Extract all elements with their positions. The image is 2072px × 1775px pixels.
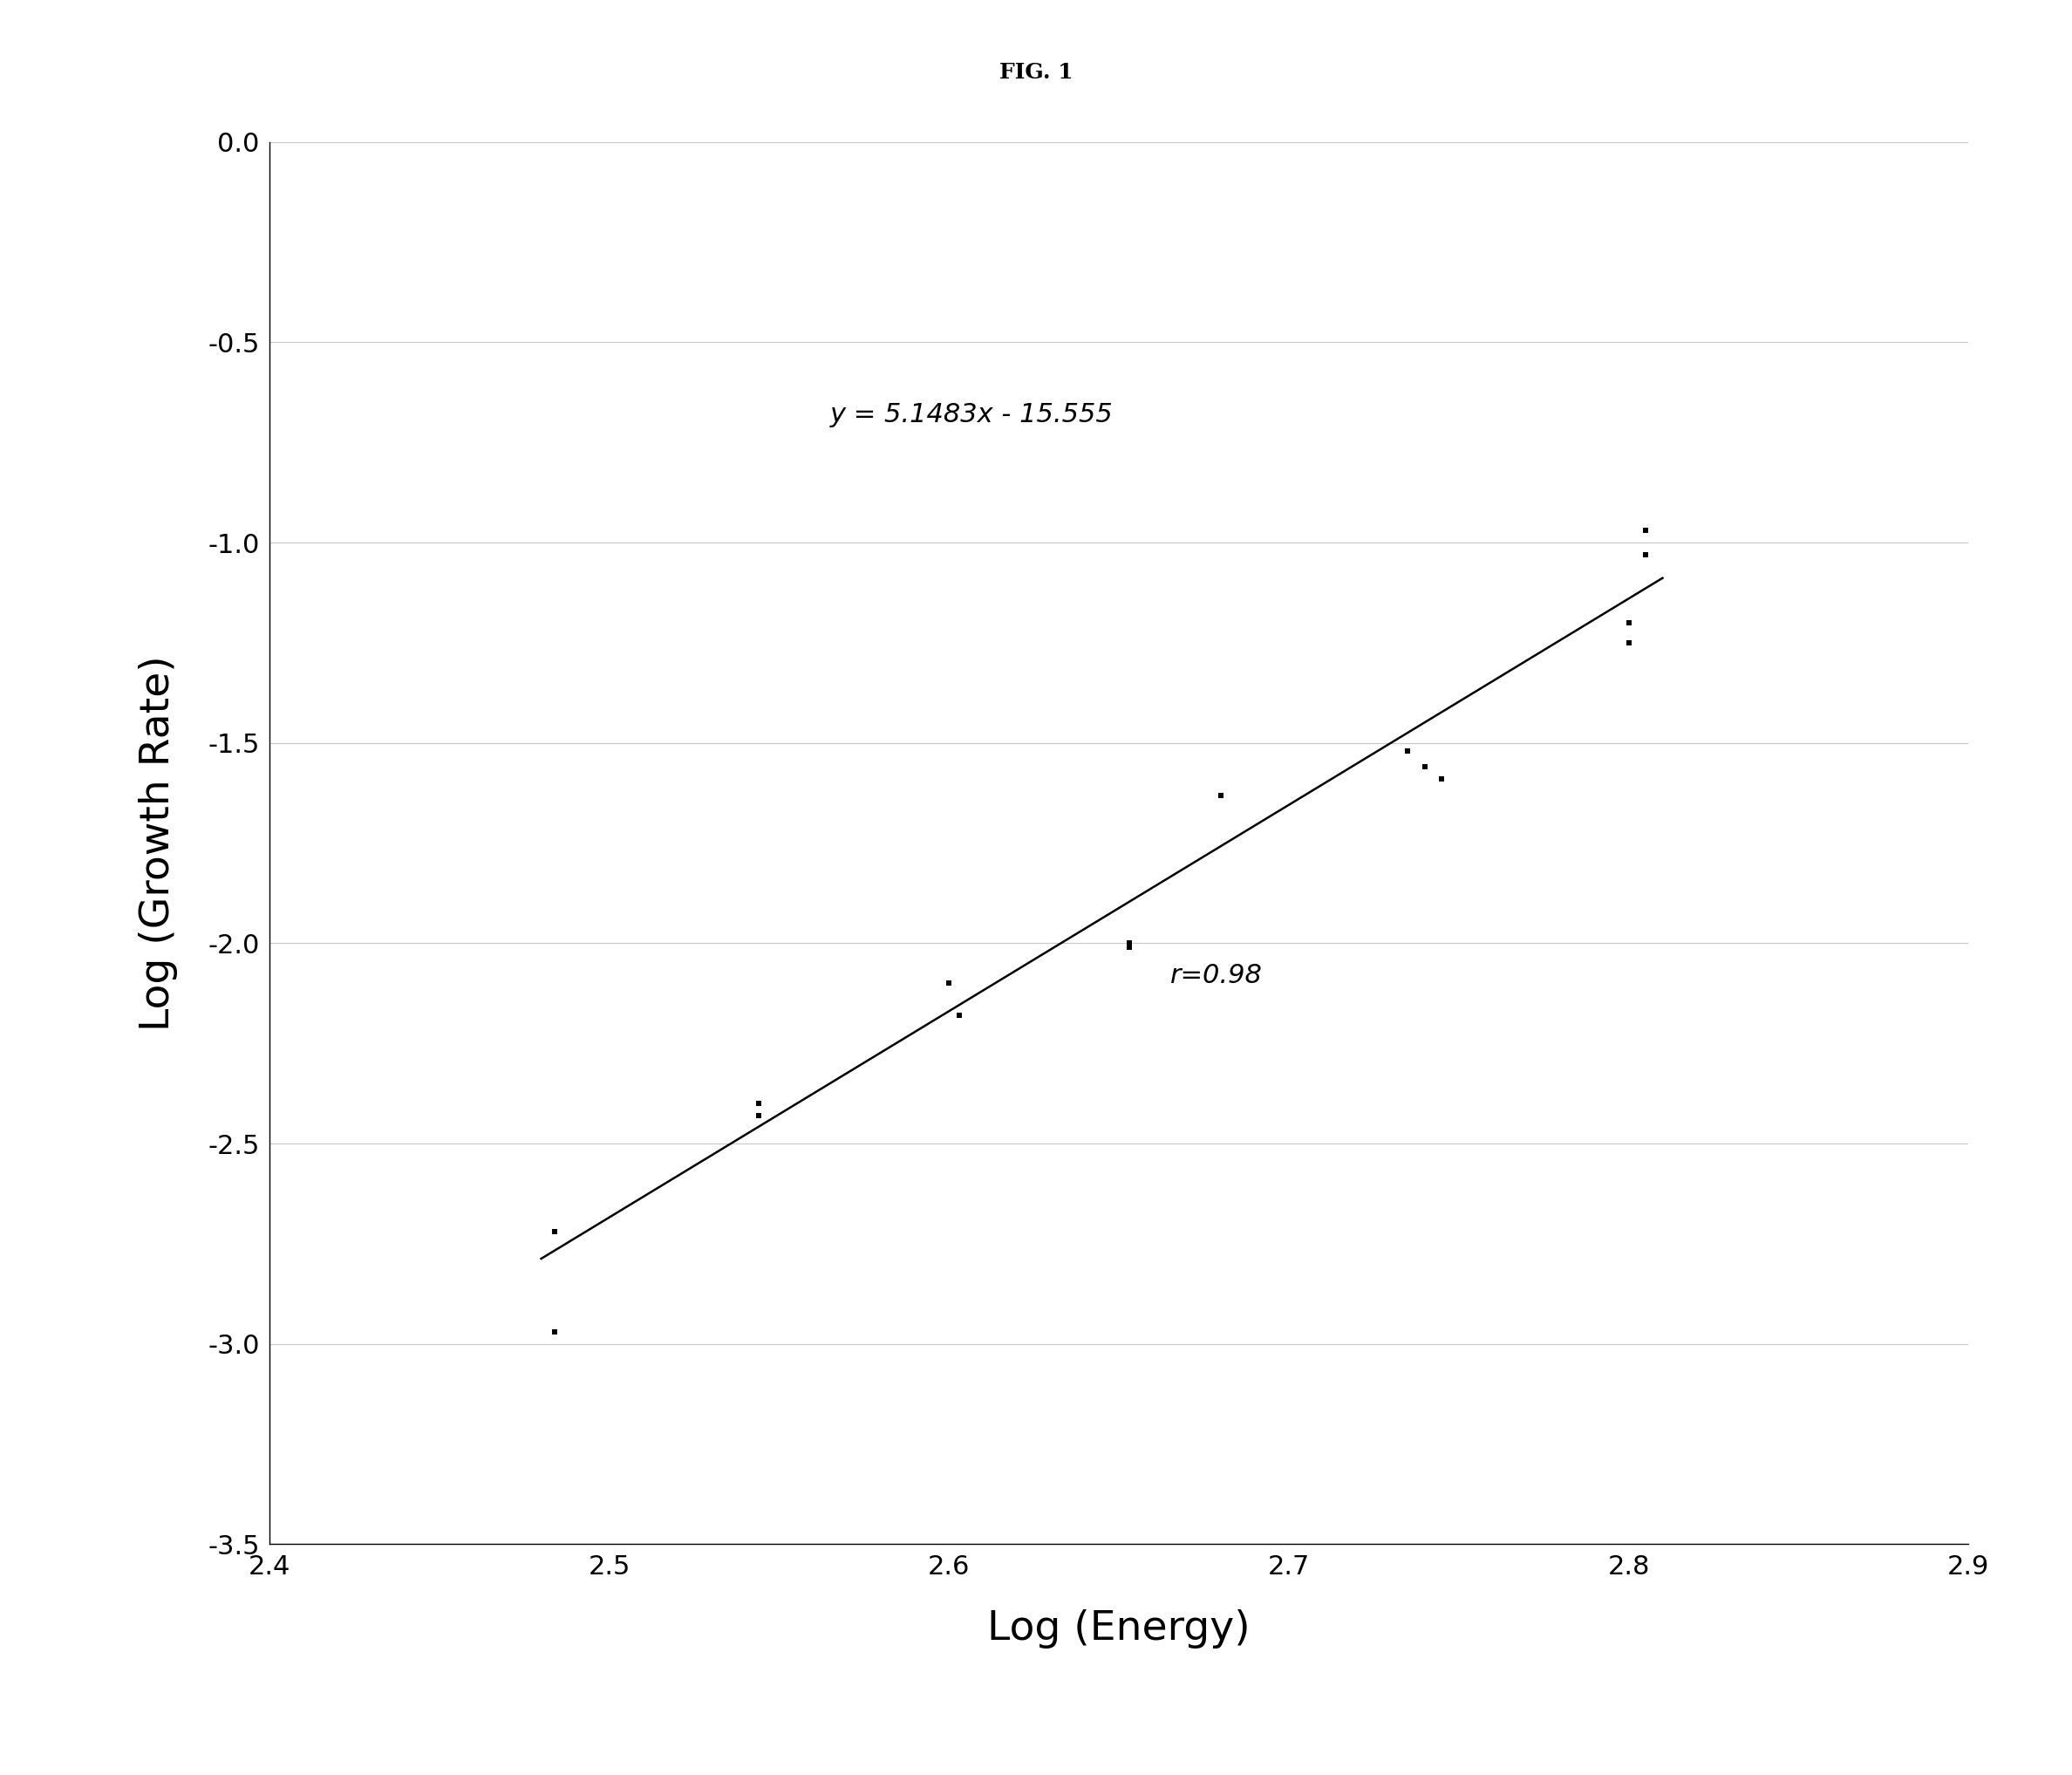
Text: FIG. 1: FIG. 1 [999,62,1073,83]
Point [932,969,966,998]
Point [1204,781,1237,809]
Point [1629,517,1662,545]
Point [1612,609,1645,637]
Text: r=0.98: r=0.98 [1171,964,1262,989]
Point [539,1218,572,1246]
Text: y = 5.1483x - 15.555: y = 5.1483x - 15.555 [831,403,1113,428]
Point [539,1317,572,1345]
Point [943,1001,976,1029]
Point [1390,737,1423,765]
Point [1612,628,1645,657]
Point [1426,765,1459,793]
Point [742,1100,775,1129]
Point [1409,753,1442,781]
Point [742,1090,775,1118]
Point [1113,928,1146,957]
Point [1629,540,1662,568]
X-axis label: Log (Energy): Log (Energy) [988,1610,1249,1649]
Point [1113,934,1146,962]
Y-axis label: Log (Growth Rate): Log (Growth Rate) [139,655,178,1031]
